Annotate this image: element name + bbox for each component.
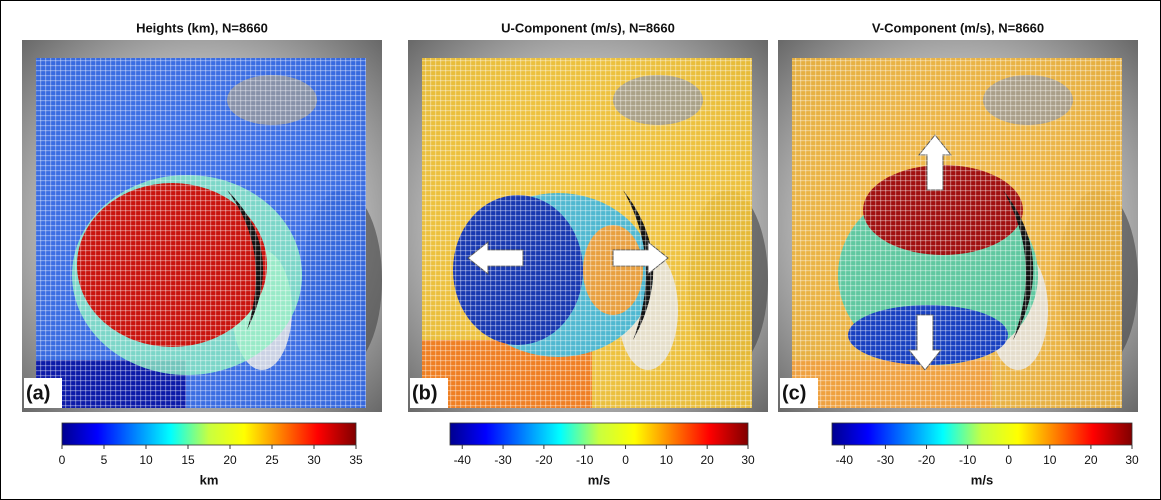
- panel-title: U-Component (m/s), N=8660: [501, 20, 675, 35]
- dot-grid: [422, 58, 752, 408]
- dot-grid: [792, 58, 1122, 408]
- colorbar-tick-label: 5: [101, 453, 108, 467]
- panel-title: Heights (km), N=8660: [136, 20, 268, 35]
- colorbar-tick-label: -20: [535, 453, 553, 467]
- colorbar: [449, 422, 749, 446]
- satellite-image: [22, 40, 382, 412]
- colorbar-label: m/s: [971, 472, 993, 487]
- colorbar: [831, 422, 1133, 446]
- colorbar-tick-label: 20: [700, 453, 714, 467]
- satellite-image: [778, 40, 1138, 412]
- colorbar-tick-label: 15: [181, 453, 195, 467]
- colorbar-tick-label: 25: [265, 453, 279, 467]
- panel-label: (c): [782, 382, 806, 404]
- colorbar-tick-label: -40: [454, 453, 472, 467]
- panel-label-box: [410, 378, 448, 408]
- colorbar-tick-label: -40: [836, 453, 854, 467]
- colorbar-tick-label: 10: [1043, 453, 1057, 467]
- colorbar-tick-label: -30: [877, 453, 895, 467]
- colorbar-tick-label: 0: [1005, 453, 1012, 467]
- panel-label-box: [24, 378, 62, 408]
- colorbar-tick-label: 20: [223, 453, 237, 467]
- colorbar-label: m/s: [588, 472, 610, 487]
- colorbar-tick-label: 30: [741, 453, 755, 467]
- colorbar-tick-label: 0: [622, 453, 629, 467]
- colorbar-tick-label: -10: [959, 453, 977, 467]
- colorbar-tick-label: 10: [139, 453, 153, 467]
- colorbar-tick-label: 30: [1125, 453, 1139, 467]
- colorbar-tick-label: 20: [1084, 453, 1098, 467]
- colorbar: [61, 422, 357, 446]
- panel-title: V-Component (m/s), N=8660: [872, 20, 1044, 35]
- colorbar-tick-label: -10: [576, 453, 594, 467]
- colorbar-tick-label: -20: [918, 453, 936, 467]
- colorbar-tick-label: 0: [59, 453, 66, 467]
- panel-label-box: [780, 378, 818, 408]
- panel-label: (b): [412, 382, 438, 404]
- colorbar-tick-label: 30: [307, 453, 321, 467]
- colorbar-tick-label: -30: [494, 453, 512, 467]
- satellite-image: [408, 40, 768, 412]
- panel-label: (a): [26, 382, 50, 404]
- colorbar-label: km: [200, 472, 219, 487]
- dot-grid: [36, 58, 366, 408]
- colorbar-tick-label: 10: [660, 453, 674, 467]
- colorbar-tick-label: 35: [349, 453, 363, 467]
